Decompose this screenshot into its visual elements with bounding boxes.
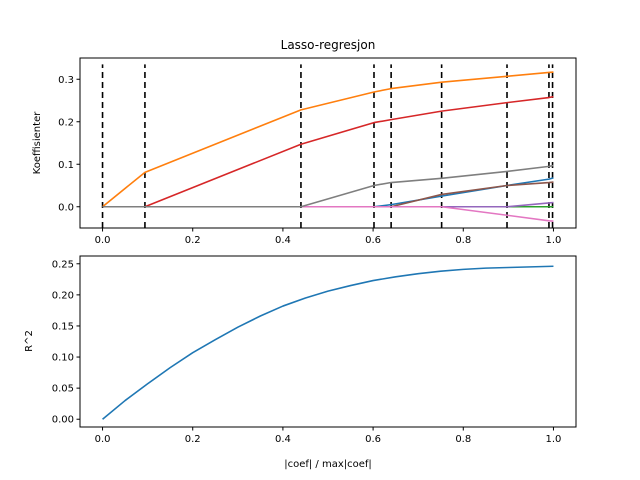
bottom-series-0 <box>102 265 554 420</box>
bottom-x-tick-label: 1.0 <box>546 434 562 445</box>
bottom-x-tick-label: 0.2 <box>185 434 201 445</box>
top-series-7 <box>102 164 554 208</box>
bottom-y-tick-label: 0.15 <box>52 321 74 332</box>
r-squared-chart: |coef| / max|coef| R^2 0.0 0.2 0.4 0.6 0.8 1.… <box>24 255 577 470</box>
top-x-tick-label: 0.6 <box>365 235 381 246</box>
top-series-1 <box>102 71 554 208</box>
top-y-tick-label: 0.0 <box>58 202 74 213</box>
top-x-tick-label: 0.0 <box>95 235 111 246</box>
top-y-tick-label: 0.1 <box>58 160 74 171</box>
x-axis-label: |coef| / max|coef| <box>284 459 372 470</box>
top-y-tick-label: 0.3 <box>58 75 74 86</box>
bottom-plot-area: 0.0 0.2 0.4 0.6 0.8 1.0 0.00 0.05 0.10 0.15 0.20 0.… <box>52 255 577 445</box>
bottom-y-tick-label: 0.05 <box>52 384 74 395</box>
top-x-tick-label: 0.4 <box>275 235 291 246</box>
top-x-tick-label: 1.0 <box>546 235 562 246</box>
bottom-x-tick-label: 0.4 <box>275 434 291 445</box>
bottom-y-tick-label: 0.20 <box>52 290 74 301</box>
top-x-tick-label: 0.2 <box>185 235 201 246</box>
bottom-y-tick-label: 0.00 <box>52 415 74 426</box>
y-axis-label: Koeffisienter <box>32 111 43 175</box>
bottom-x-tick-label: 0.6 <box>365 434 381 445</box>
bottom-y-tick-label: 0.10 <box>52 353 74 364</box>
y-axis-label: R^2 <box>24 330 35 352</box>
top-plot-area: 0.0 0.2 0.4 0.6 0.8 1.0 0.0 0.1 0.2 0.3 <box>58 57 577 246</box>
coefficient-path-chart: Lasso-regresjon Koeffisienter 0.0 0.2 0.4 0… <box>32 38 577 246</box>
bottom-axes-frame <box>79 255 577 428</box>
top-series-6 <box>102 205 554 222</box>
bottom-x-tick-label: 0.8 <box>455 434 471 445</box>
bottom-y-tick-label: 0.25 <box>52 259 74 270</box>
top-y-tick-label: 0.2 <box>58 117 74 128</box>
chart-title: Lasso-regresjon <box>281 38 376 52</box>
top-x-tick-label: 0.8 <box>455 235 471 246</box>
top-axes-frame <box>79 57 577 229</box>
bottom-x-tick-label: 0.0 <box>95 434 111 445</box>
top-series-3 <box>102 95 554 208</box>
